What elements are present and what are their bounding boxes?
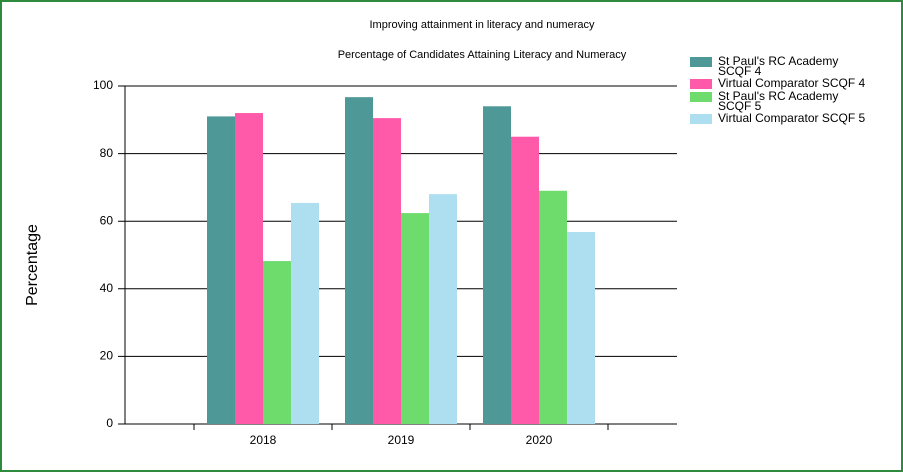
y-tick-label: 60 — [100, 213, 114, 227]
bar — [263, 261, 291, 424]
bar — [345, 97, 373, 425]
y-tick-label: 0 — [106, 416, 113, 430]
y-tick-label: 80 — [100, 146, 114, 160]
chart-title: Improving attainment in literacy and num… — [370, 19, 595, 31]
bar — [429, 194, 457, 424]
legend-label: St Paul's RC Academy SCQF 5 — [718, 89, 839, 113]
legend-entry: Virtual Comparator SCQF 5 — [690, 111, 870, 125]
legend-swatch — [690, 114, 712, 124]
bar — [373, 118, 401, 425]
bar — [483, 106, 511, 424]
x-tick-label: 2019 — [388, 433, 415, 447]
bar — [539, 190, 567, 424]
legend-label: St Paul's RC Academy SCQF 4 — [718, 54, 839, 78]
legend-entry: St Paul's RC Academy SCQF 5 — [690, 89, 870, 113]
chart-subtitle: Percentage of Candidates Attaining Liter… — [338, 49, 627, 61]
bar — [401, 213, 429, 424]
bar — [235, 113, 263, 424]
y-tick-label: 100 — [93, 78, 113, 92]
legend-entry: Virtual Comparator SCQF 4 — [690, 76, 870, 90]
legend-entry: St Paul's RC Academy SCQF 4 — [690, 54, 870, 78]
legend-swatch — [690, 92, 712, 102]
legend-swatch — [690, 79, 712, 89]
y-tick-label: 20 — [100, 349, 114, 363]
legend-swatch — [690, 57, 712, 67]
legend-label: Virtual Comparator SCQF 5 — [718, 111, 866, 125]
legend: St Paul's RC Academy SCQF 4 Virtual Compa… — [690, 54, 870, 126]
bar — [567, 232, 595, 424]
bar — [207, 116, 235, 425]
y-tick-label: 40 — [100, 281, 114, 295]
x-tick-label: 2020 — [526, 433, 553, 447]
bar — [511, 136, 539, 424]
x-tick-label: 2018 — [250, 433, 277, 447]
bar — [291, 202, 319, 424]
legend-label: Virtual Comparator SCQF 4 — [718, 76, 866, 90]
y-axis-label: Percentage — [24, 224, 41, 306]
